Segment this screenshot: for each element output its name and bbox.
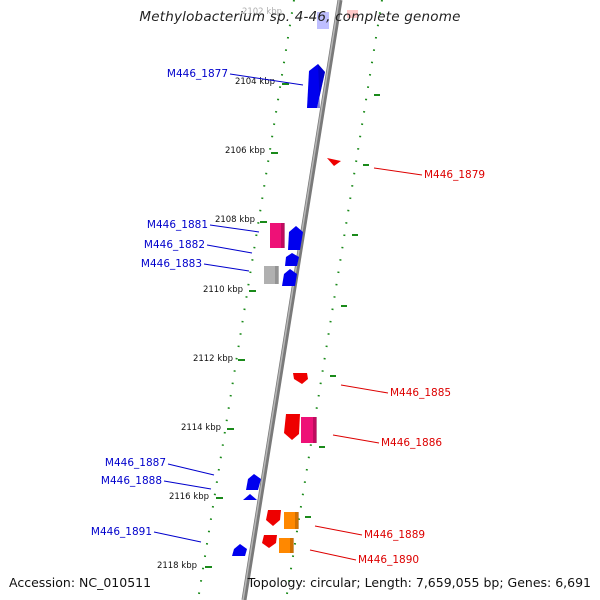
gene-box-shade [295, 512, 299, 529]
gene-label: M446_1886 [381, 437, 442, 449]
connector-line [310, 550, 356, 560]
reverse-connectors [310, 168, 422, 560]
gene-arrow [266, 510, 281, 526]
gene-box-shade [275, 266, 279, 284]
tick-label: 2118 kbp [157, 561, 197, 571]
gene-label: M446_1877 [167, 68, 228, 80]
connector-line [164, 481, 211, 489]
gene-label: M446_1889 [364, 529, 425, 541]
accession-text: Accession: NC_010511 [9, 575, 151, 590]
gene-label: M446_1891 [91, 526, 152, 538]
connector-line [341, 385, 388, 393]
tick-label: 2110 kbp [203, 285, 243, 295]
connector-line [168, 464, 214, 475]
gene-label: M446_1885 [390, 387, 451, 399]
connector-line [374, 168, 422, 175]
forward-connectors [154, 74, 303, 542]
tick-marks [205, 84, 289, 567]
genome-summary-text: Topology: circular; Length: 7,659,055 bp… [248, 575, 591, 590]
connector-line [333, 435, 379, 443]
gene-arrow [232, 544, 247, 556]
connector-line [207, 245, 252, 253]
genome-backbone-highlight [243, 0, 339, 600]
gene-arrow [246, 474, 261, 490]
gene-arrow [327, 158, 341, 166]
connector-line [204, 264, 249, 271]
gene-box-shade [290, 538, 294, 553]
connector-line [210, 225, 259, 232]
gene-label: M446_1882 [144, 239, 205, 251]
tick-label: 2108 kbp [215, 215, 255, 225]
tick-label: 2104 kbp [235, 77, 275, 87]
tick-label: 2106 kbp [225, 146, 265, 156]
gene-arrow [262, 535, 277, 548]
gene-arrow [243, 494, 257, 500]
gene-label: M446_1888 [101, 475, 162, 487]
gene-box-shade [313, 417, 317, 443]
tick-label: 2116 kbp [169, 492, 209, 502]
gene-arrow [284, 414, 300, 440]
connector-line [154, 532, 201, 542]
gene-glyphs [232, 64, 341, 556]
forward-gene-labels: M446_1877 M446_1881 M446_1882 M446_1883 … [91, 68, 228, 538]
tick-label: 2114 kbp [181, 423, 221, 433]
gene-label: M446_1879 [424, 169, 485, 181]
gene-label: M446_1883 [141, 258, 202, 270]
connector-line [315, 526, 362, 535]
genome-title: Methylobacterium sp. 4-46, complete geno… [0, 9, 600, 25]
tick-label: 2112 kbp [193, 354, 233, 364]
gene-arrow [293, 373, 308, 384]
reverse-tick-track [286, 0, 382, 600]
gene-label: M446_1890 [358, 554, 419, 566]
reverse-gene-labels: M446_1879 M446_1885 M446_1886 M446_1889 … [358, 169, 485, 566]
gene-label: M446_1887 [105, 457, 166, 469]
gene-label: M446_1881 [147, 219, 208, 231]
gene-box-shade [281, 223, 285, 248]
genome-backbone [244, 0, 340, 600]
